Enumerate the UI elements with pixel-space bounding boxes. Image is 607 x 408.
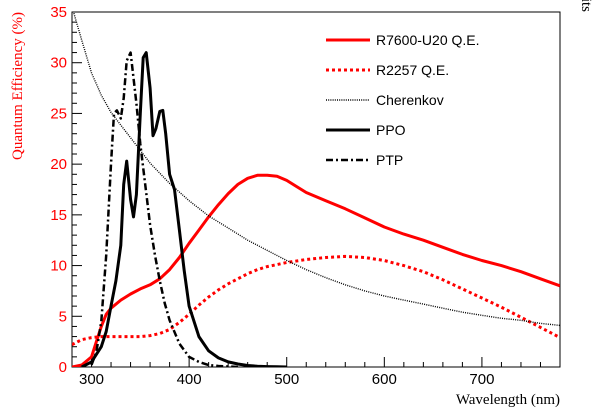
series-line-cherenkov	[72, 12, 560, 327]
legend-label: Cherenkov	[376, 92, 444, 108]
y-axis-title: Quantum Efficiency (%)	[10, 12, 26, 160]
x-tick-label: 600	[372, 371, 397, 388]
x-axis-title: Wavelength (nm)	[456, 392, 560, 408]
y-tick-label: 25	[50, 105, 67, 122]
y-tick-label: 20	[50, 156, 67, 173]
y-tick-label: 5	[59, 308, 67, 325]
x-tick-label: 700	[469, 371, 494, 388]
legend-label: PTP	[376, 152, 403, 168]
x-tick-label: 400	[177, 371, 202, 388]
right-axis-title: Arb. Units	[578, 0, 594, 12]
y-tick-label: 15	[50, 207, 67, 224]
y-tick-label: 10	[50, 258, 67, 275]
series-line-r7600-u20-q-e	[72, 173, 560, 367]
legend-label: R2257 Q.E.	[376, 62, 449, 78]
y-axis-ticks: 0 5 10 15 20 25 30 35	[50, 4, 82, 376]
x-tick-label: 300	[79, 371, 104, 388]
legend: R7600-U20 Q.E. R2257 Q.E. Cherenkov PPO PTP	[326, 32, 480, 168]
plot-frame	[71, 11, 561, 368]
y-tick-label: 35	[50, 4, 67, 21]
x-tick-label: 500	[274, 371, 299, 388]
x-axis-ticks: 300 400 500 600 700	[71, 357, 561, 388]
legend-label: PPO	[376, 122, 406, 138]
y-tick-label: 30	[50, 55, 67, 72]
y-tick-label: 0	[59, 359, 67, 376]
legend-label: R7600-U20 Q.E.	[376, 32, 480, 48]
series-line-ptp	[90, 51, 238, 367]
series-line-r2257-q-e	[72, 254, 560, 347]
series-lines	[72, 12, 560, 367]
series-line-ppo	[81, 51, 287, 367]
